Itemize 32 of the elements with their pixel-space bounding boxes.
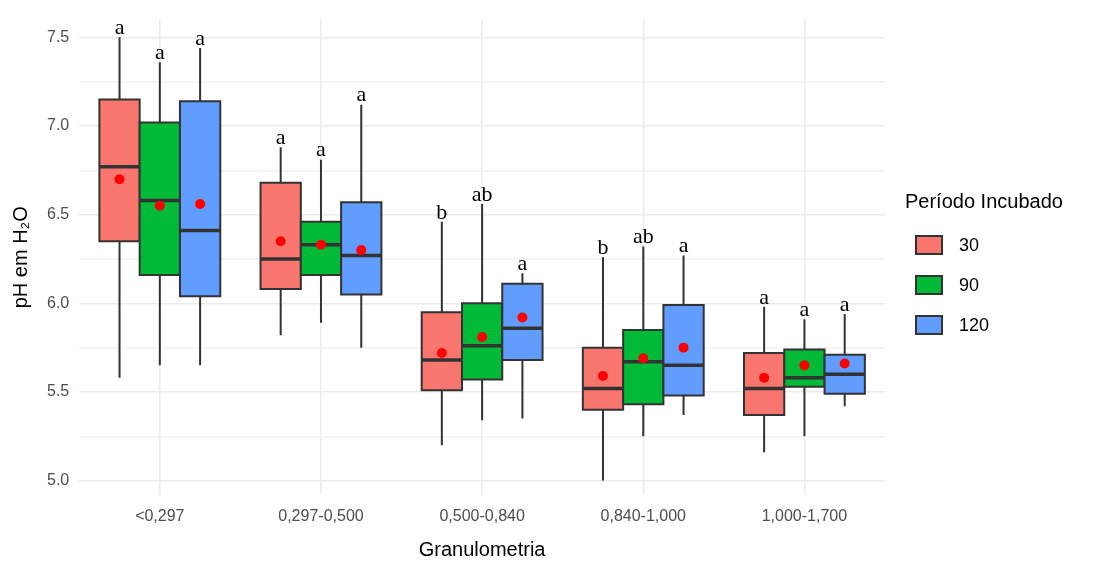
annotation: a bbox=[678, 232, 689, 258]
annotation: a bbox=[154, 38, 165, 64]
y-axis-title: pH em H₂O bbox=[8, 206, 31, 309]
annotation: a bbox=[759, 283, 770, 309]
annotation: ab bbox=[471, 180, 493, 206]
y-tick-label: 7.5 bbox=[46, 27, 70, 45]
annotation: a bbox=[195, 24, 206, 50]
legend-label: 90 bbox=[959, 274, 980, 296]
x-tick-label: 0,297-0,500 bbox=[278, 506, 364, 524]
x-tick-label: 0,840-1,000 bbox=[600, 506, 687, 524]
y-tick-label: 5.0 bbox=[46, 471, 70, 489]
annotation: a bbox=[275, 124, 286, 150]
legend-label: 120 bbox=[959, 314, 990, 336]
annotation: b bbox=[436, 198, 448, 224]
legend-title: Período Incubado bbox=[905, 190, 1063, 213]
annotation: b bbox=[597, 233, 609, 259]
y-tick-label: 5.5 bbox=[46, 382, 70, 400]
annotation: a bbox=[839, 290, 850, 316]
annotation: a bbox=[517, 249, 528, 275]
y-tick-label: 6.0 bbox=[46, 293, 70, 311]
y-tick-label: 6.5 bbox=[46, 205, 70, 223]
annotation: a bbox=[316, 136, 327, 162]
annotation: a bbox=[799, 296, 810, 322]
x-tick-label: <0,297 bbox=[135, 506, 185, 524]
y-tick-label: 7.0 bbox=[46, 116, 70, 134]
x-tick-label: 1,000-1,700 bbox=[761, 506, 848, 524]
legend-label: 30 bbox=[959, 234, 980, 256]
annotation: ab bbox=[632, 223, 654, 249]
annotation: a bbox=[114, 14, 125, 40]
x-axis-title: Granulometria bbox=[418, 537, 547, 560]
x-tick-label: 0,500-0,840 bbox=[439, 506, 525, 524]
annotation: a bbox=[356, 81, 367, 107]
